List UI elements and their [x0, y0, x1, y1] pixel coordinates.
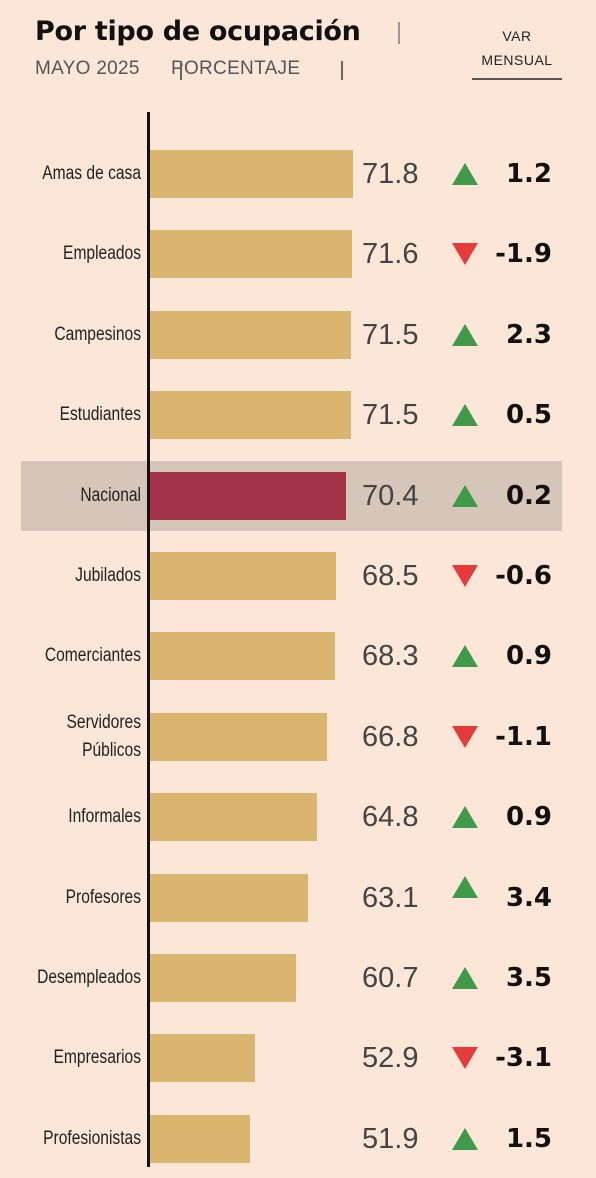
value-label: 71.5 [362, 318, 419, 351]
up-arrow-icon [452, 163, 478, 185]
subtitle-unit: PORCENTAJE [170, 58, 301, 79]
change-label: -3.1 [495, 1043, 552, 1074]
category-label: Empresarios [26, 1044, 141, 1072]
category-label-line: Empleados [63, 243, 142, 265]
down-arrow-icon [452, 565, 478, 587]
change-label: 0.9 [505, 802, 552, 833]
category-label-line: Desempleados [37, 967, 141, 988]
value-label: 64.8 [362, 801, 419, 834]
value-label: 60.7 [362, 962, 419, 994]
change-label: 1.2 [505, 159, 552, 189]
bar [150, 552, 336, 600]
bar [150, 873, 308, 922]
value-label: 70.4 [362, 479, 419, 512]
change-label: 0.5 [505, 400, 552, 431]
category-label-line: Profesionistas [43, 1127, 141, 1149]
change-label: -1.1 [495, 721, 552, 752]
up-arrow-icon [452, 806, 478, 829]
value-label: 66.8 [362, 720, 419, 753]
y-axis-line [147, 112, 150, 1167]
change-label: 0.9 [505, 641, 552, 672]
chart-title: Por tipo de ocupación [35, 16, 361, 47]
category-label: Profesionistas [26, 1125, 141, 1153]
change-label: 2.3 [505, 319, 552, 350]
category-label: Informales [26, 803, 141, 831]
category-label: Empleados [26, 240, 141, 268]
bar [150, 632, 335, 681]
up-arrow-icon [452, 645, 478, 668]
subtitle-divider-end [341, 61, 343, 80]
value-label: 63.1 [362, 881, 419, 914]
up-arrow-icon [452, 484, 478, 507]
change-header-line1: VAR [502, 28, 532, 44]
category-label: Amas de casa [26, 160, 141, 188]
change-label: 3.4 [505, 882, 552, 913]
change-label: -1.9 [495, 239, 552, 270]
category-label-line: Nacional [80, 484, 141, 506]
category-label: Servidores Públicos [26, 709, 141, 765]
value-label: 71.8 [362, 158, 419, 190]
bar [150, 230, 352, 279]
subtitle-date: MAYO 2025 [35, 58, 140, 79]
category-label: Comerciantes [26, 642, 141, 670]
category-label: Campesinos [26, 321, 141, 349]
value-label: 68.3 [362, 640, 419, 673]
down-arrow-icon [452, 1047, 478, 1070]
category-label: Estudiantes [26, 401, 141, 429]
change-label: 0.2 [505, 480, 552, 511]
category-label-line: Jubilados [75, 565, 141, 586]
up-arrow-icon [452, 404, 478, 427]
up-arrow-icon [452, 323, 478, 346]
value-label: 71.6 [362, 238, 419, 271]
title-divider [398, 22, 400, 44]
bar [150, 793, 317, 842]
change-label: -0.6 [495, 561, 552, 591]
category-label-line: Campesinos [54, 323, 141, 345]
up-arrow-icon [452, 967, 478, 989]
category-label-line: Informales [68, 806, 141, 828]
value-label: 71.5 [362, 399, 419, 432]
bar [150, 1034, 256, 1083]
change-label: 1.5 [505, 1123, 552, 1154]
category-label-line: Comerciantes [44, 645, 141, 667]
category-label: Nacional [26, 482, 141, 510]
category-label-line: Públicos [82, 739, 141, 761]
change-column-header: VAR MENSUAL [474, 24, 560, 72]
category-label-line: Servidores [66, 711, 141, 733]
chart-subtitle: MAYO 2025 PORCENTAJE [35, 58, 300, 80]
bar [150, 1114, 250, 1163]
value-label: 51.9 [362, 1122, 419, 1155]
bar-highlight [150, 471, 346, 520]
bar [150, 150, 353, 198]
up-arrow-icon [452, 875, 478, 898]
category-label: Jubilados [26, 562, 141, 590]
bar [150, 310, 352, 359]
category-label: Profesores [26, 884, 141, 912]
up-arrow-icon [452, 1127, 478, 1150]
category-label-line: Amas de casa [42, 163, 142, 184]
change-header-underline [472, 78, 562, 80]
category-label-line: Profesores [65, 886, 141, 908]
value-label: 52.9 [362, 1042, 419, 1075]
category-label-line: Estudiantes [59, 404, 141, 426]
down-arrow-icon [452, 243, 478, 266]
change-label: 3.5 [505, 963, 552, 993]
bar [150, 954, 296, 1002]
subtitle-divider [180, 61, 182, 80]
change-header-line2: MENSUAL [481, 52, 553, 68]
category-label-line: Empresarios [53, 1047, 141, 1069]
category-label: Desempleados [26, 964, 141, 992]
bar [150, 391, 352, 440]
value-label: 68.5 [362, 560, 419, 592]
bar [150, 712, 328, 761]
down-arrow-icon [452, 725, 478, 748]
